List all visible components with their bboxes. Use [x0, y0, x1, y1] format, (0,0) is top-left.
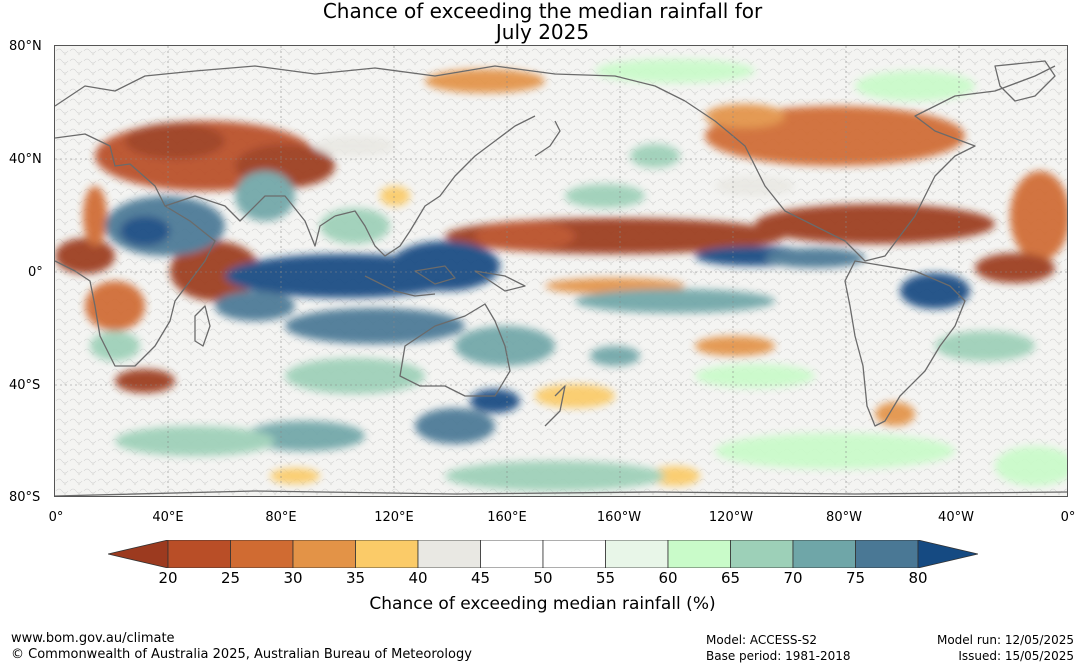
colorbar-bin	[542, 540, 606, 568]
colorbar-tick-20: 20	[158, 569, 178, 587]
lat-label-40s: 40°S	[9, 378, 41, 393]
footer-issued: Issued: 15/05/2025	[958, 649, 1074, 663]
colorbar-tick-70: 70	[783, 569, 803, 587]
lon-label-40w: 40°W	[938, 510, 974, 525]
footer-model-run: Model run: 12/05/2025	[936, 633, 1074, 647]
lon-label-120w: 120°W	[708, 510, 754, 525]
colorbar-tick-50: 50	[533, 569, 553, 587]
colorbar-tick-75: 75	[845, 569, 866, 587]
lon-label-40e: 40°E	[152, 510, 184, 525]
lat-label-40n: 40°N	[9, 152, 42, 167]
graticule	[55, 46, 1067, 496]
colorbar-bin	[292, 540, 356, 568]
lon-label-160e: 160°E	[487, 510, 527, 525]
colorbar-tick-60: 60	[658, 569, 678, 587]
colorbar-label: Chance of exceeding median rainfall (%)	[369, 594, 716, 614]
colorbar-tick-35: 35	[345, 569, 366, 587]
colorbar-tick-65: 65	[720, 569, 741, 587]
colorbar-bin	[230, 540, 294, 568]
footer-copyright: © Commonwealth of Australia 2025, Austra…	[11, 647, 472, 662]
lon-label-0: 0°	[48, 510, 64, 525]
colorbar-arrow-low	[108, 540, 169, 568]
lat-label-80s: 80°S	[9, 490, 41, 505]
colorbar-tick-30: 30	[283, 569, 303, 587]
colorbar-bin	[355, 540, 419, 568]
colorbar-arrow-high	[917, 540, 978, 568]
colorbar-bin	[480, 540, 544, 568]
footer-base-period: Base period: 1981-2018	[706, 649, 851, 663]
footer-model: Model: ACCESS-S2	[706, 633, 818, 647]
colorbar-tick-25: 25	[220, 569, 241, 587]
lat-label-equator: 0°	[28, 265, 43, 280]
colorbar-bin	[792, 540, 856, 568]
colorbar-tick-40: 40	[408, 569, 428, 587]
colorbar-bin	[417, 540, 481, 568]
colorbar-tick-45: 45	[470, 569, 491, 587]
colorbar-bin	[730, 540, 794, 568]
lon-label-160w: 160°W	[596, 510, 642, 525]
lon-label-120e: 120°E	[374, 510, 414, 525]
colorbar-bin	[167, 540, 231, 568]
colorbar-tick-80: 80	[908, 569, 928, 587]
rainfall-map-graphic	[55, 46, 1067, 496]
colorbar-bin	[605, 540, 669, 568]
colorbar-bin	[667, 540, 731, 568]
lon-label-80e: 80°E	[265, 510, 297, 525]
rainfall-map	[54, 45, 1068, 497]
colorbar-bin	[855, 540, 919, 568]
coastlines	[55, 60, 1067, 496]
lon-label-0-end: 0°	[1060, 510, 1076, 525]
colorbar-tick-55: 55	[595, 569, 616, 587]
map-title-line1: Chance of exceeding the median rainfall …	[322, 0, 763, 23]
lat-label-80n: 80°N	[9, 39, 42, 54]
footer-url[interactable]: www.bom.gov.au/climate	[11, 631, 175, 646]
map-title-line2: July 2025	[495, 20, 590, 44]
lon-label-80w: 80°W	[826, 510, 862, 525]
colorbar	[108, 540, 978, 568]
probability-field	[55, 59, 1067, 491]
